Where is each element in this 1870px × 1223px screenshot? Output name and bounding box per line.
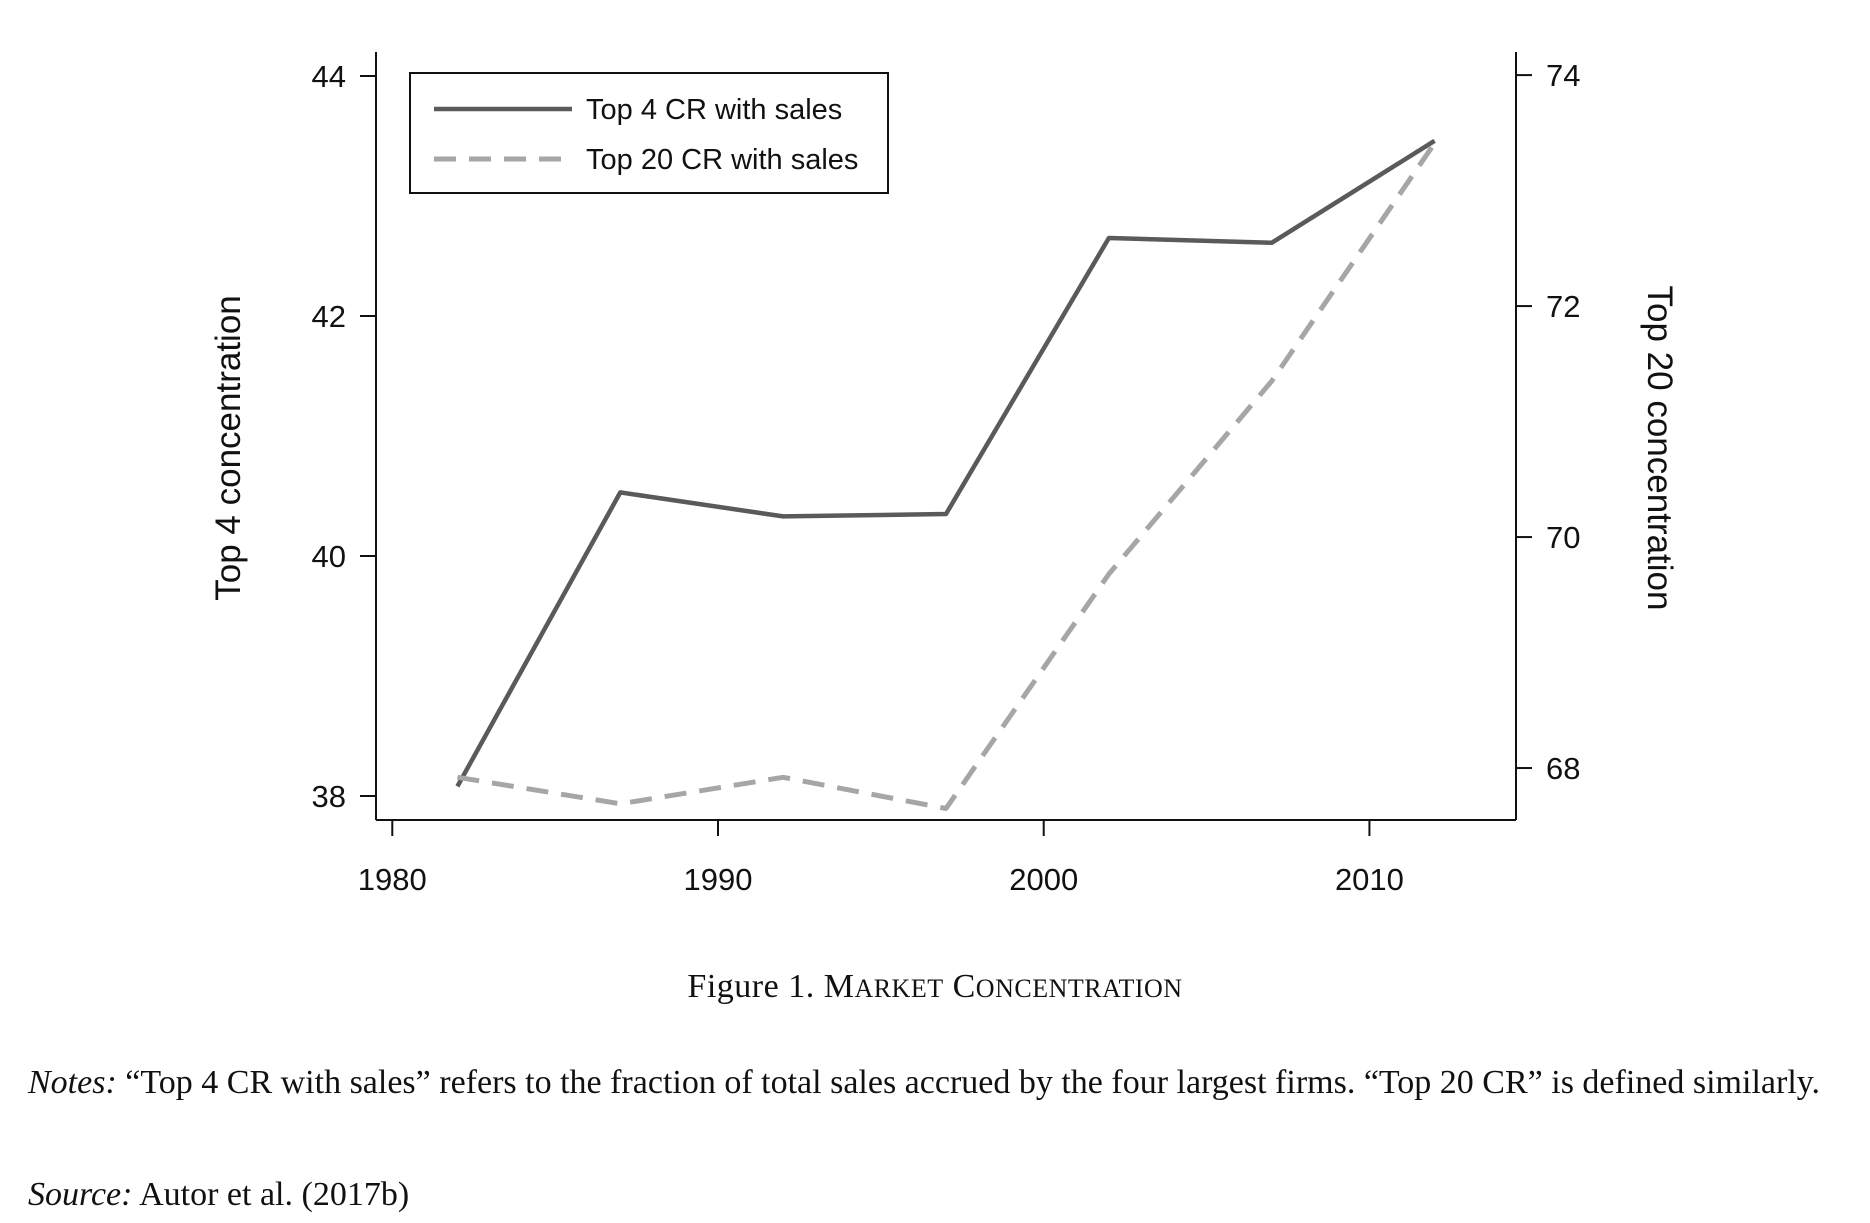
left-y-tick-label: 42 [312,299,346,334]
legend-label-top4: Top 4 CR with sales [586,94,842,126]
left-y-axis-title: Top 4 concentration [209,295,248,600]
legend-box [409,72,889,194]
figure-title: MARKET CONCENTRATION [823,968,1183,1005]
figure-notes: Notes: “Top 4 CR with sales” refers to t… [28,1062,1858,1104]
left-y-tick-label: 38 [312,779,346,814]
notes-label: Notes: [28,1064,117,1101]
x-tick-label: 1990 [684,862,753,897]
notes-text: “Top 4 CR with sales” refers to the frac… [125,1064,1821,1101]
legend-label-top20: Top 20 CR with sales [586,144,858,176]
figure-caption: Figure 1. MARKET CONCENTRATION [0,968,1870,1006]
series-lines [455,138,1437,811]
source-text: Autor et al. (2017b) [139,1176,410,1213]
x-tick-label: 2010 [1335,862,1404,897]
right-y-tick-label: 72 [1546,289,1580,324]
legend: Top 4 CR with sales Top 20 CR with sales [409,72,889,194]
x-tick-label: 2000 [1009,862,1078,897]
market-concentration-chart: 38 40 42 44 68 70 72 74 1980 1990 2000 2010 Top 4 co… [209,52,1679,897]
left-y-tick-label: 44 [312,59,346,94]
x-tick-label: 1980 [358,862,427,897]
series-line-top20 [456,141,1437,811]
series-line-top4 [455,138,1436,788]
axes: 38 40 42 44 68 70 72 74 1980 1990 2000 2010 Top 4 co… [209,52,1679,897]
right-y-tick-label: 68 [1546,751,1580,786]
source-label: Source: [28,1176,133,1213]
figure-source: Source: Autor et al. (2017b) [28,1176,1858,1214]
right-y-tick-label: 70 [1546,520,1580,555]
left-y-tick-label: 40 [312,539,346,574]
right-y-tick-label: 74 [1546,58,1580,93]
figure-label: Figure 1. [687,968,815,1005]
right-y-axis-title: Top 20 concentration [1640,286,1679,611]
